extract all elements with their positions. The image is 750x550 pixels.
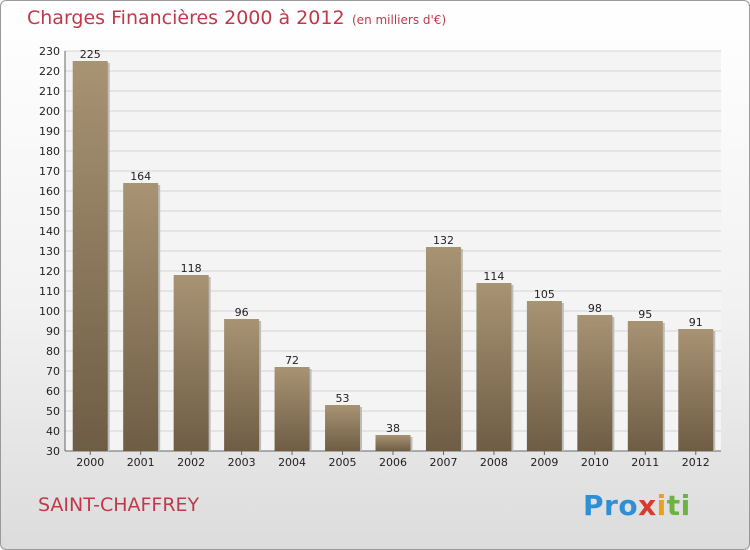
bar (325, 405, 361, 451)
commune-name: SAINT-CHAFFREY (38, 494, 200, 516)
x-tick-label: 2004 (278, 456, 306, 469)
data-label: 105 (534, 288, 555, 301)
x-tick-label: 2009 (530, 456, 558, 469)
y-tick-label: 70 (46, 365, 60, 378)
x-tick-label: 2008 (480, 456, 508, 469)
y-tick-label: 190 (39, 125, 60, 138)
logo-part: i (656, 489, 667, 522)
bar (526, 301, 562, 451)
bar (274, 367, 310, 451)
data-label: 132 (433, 234, 454, 247)
y-tick-label: 30 (46, 445, 60, 458)
data-label: 225 (80, 48, 101, 61)
y-tick-label: 40 (46, 425, 60, 438)
y-tick-label: 170 (39, 165, 60, 178)
chart-subtitle: (en milliers d'€) (352, 13, 447, 27)
bar (72, 61, 108, 451)
x-tick-label: 2000 (76, 456, 104, 469)
data-label: 164 (130, 170, 151, 183)
x-tick-label: 2006 (379, 456, 407, 469)
x-tick-label: 2011 (631, 456, 659, 469)
y-tick-label: 90 (46, 325, 60, 338)
data-label: 91 (689, 316, 703, 329)
y-tick-label: 80 (46, 345, 60, 358)
data-label: 98 (588, 302, 602, 315)
x-tick-label: 2010 (581, 456, 609, 469)
bar (678, 329, 714, 451)
x-tick-label: 2002 (177, 456, 205, 469)
y-tick-label: 220 (39, 65, 60, 78)
bar (627, 321, 663, 451)
data-label: 95 (638, 308, 652, 321)
data-label: 53 (336, 392, 350, 405)
logo-part: Pro (583, 489, 639, 522)
x-tick-label: 2003 (228, 456, 256, 469)
logo-part: ti (666, 489, 691, 522)
logo-part: x (638, 489, 657, 522)
y-tick-label: 160 (39, 185, 60, 198)
y-tick-label: 50 (46, 405, 60, 418)
data-label: 72 (285, 354, 299, 367)
proxiti-logo: Proxiti (583, 489, 691, 522)
data-label: 38 (386, 422, 400, 435)
bar (476, 283, 512, 451)
x-tick-label: 2005 (329, 456, 357, 469)
data-label: 114 (483, 270, 504, 283)
bar (425, 247, 461, 451)
data-label: 96 (235, 306, 249, 319)
x-tick-label: 2001 (127, 456, 155, 469)
data-label: 118 (181, 262, 202, 275)
y-tick-label: 60 (46, 385, 60, 398)
y-tick-label: 110 (39, 285, 60, 298)
y-tick-label: 200 (39, 105, 60, 118)
y-tick-label: 140 (39, 225, 60, 238)
y-tick-label: 120 (39, 265, 60, 278)
y-tick-label: 230 (39, 45, 60, 58)
y-tick-label: 180 (39, 145, 60, 158)
x-tick-label: 2012 (682, 456, 710, 469)
y-tick-label: 210 (39, 85, 60, 98)
chart-title: Charges Financières 2000 à 2012 (27, 7, 345, 29)
x-tick-label: 2007 (429, 456, 457, 469)
y-tick-label: 100 (39, 305, 60, 318)
y-tick-label: 130 (39, 245, 60, 258)
bar (375, 435, 411, 451)
bar (123, 183, 159, 451)
y-tick-label: 150 (39, 205, 60, 218)
bar (224, 319, 260, 451)
bar (173, 275, 209, 451)
bar (577, 315, 613, 451)
